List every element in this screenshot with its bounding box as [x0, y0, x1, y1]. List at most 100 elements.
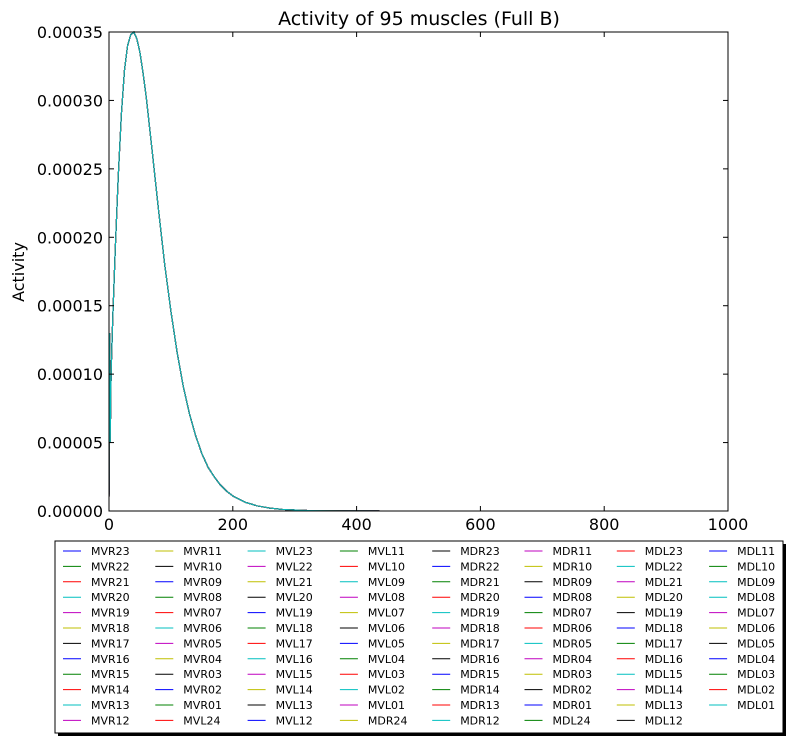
series-line-mdr10: [108, 31, 728, 512]
series-line-mvr09: [108, 31, 728, 512]
legend-label: MDL23: [645, 545, 683, 558]
legend-label: MVL20: [276, 591, 313, 604]
series-line-mdr20: [108, 31, 728, 512]
series-line-mdl03: [108, 31, 728, 512]
series-line-mvl06: [108, 31, 728, 512]
legend-label: MDR09: [553, 576, 593, 589]
legend-label: MDL03: [737, 668, 775, 681]
x-tick-label: 1000: [708, 515, 749, 534]
x-tick-label: 0: [104, 515, 114, 534]
legend-label: MDL02: [737, 684, 775, 697]
legend-label: MDR05: [553, 637, 593, 650]
series-line-mvl20: [108, 31, 728, 512]
legend-label: MDL19: [645, 607, 683, 620]
series-line-mvr13: [108, 31, 728, 512]
series-line-mdl15: [108, 31, 728, 512]
legend-label: MVL04: [368, 653, 405, 666]
series-line-mvl10: [108, 31, 728, 512]
series-line-mvl24: [108, 31, 728, 512]
legend-label: MDL07: [737, 607, 775, 620]
legend-label: MDL20: [645, 591, 683, 604]
legend-label: MVL21: [276, 576, 313, 589]
series-line-mvl23: [108, 31, 728, 512]
legend-label: MDL13: [645, 699, 683, 712]
series-line-mvr02: [108, 31, 728, 512]
series-line-mdl06: [108, 31, 728, 512]
legend-label: MVR15: [91, 668, 130, 681]
y-axis-label: Activity: [9, 242, 28, 302]
legend-label: MVR20: [91, 591, 130, 604]
series-line-mdl10: [108, 31, 728, 512]
legend-label: MVR18: [91, 622, 130, 635]
series-line-mvr19: [108, 31, 728, 512]
series-line-mdr05: [108, 31, 728, 512]
legend-label: MVR19: [91, 607, 130, 620]
series-line-mvr10: [108, 31, 728, 512]
legend-label: MVL19: [276, 607, 313, 620]
legend-label: MDR19: [460, 607, 500, 620]
series-line-mdl08: [108, 31, 728, 512]
series-line-mdr09: [108, 31, 728, 512]
legend-label: MVL11: [368, 545, 405, 558]
legend-label: MVR02: [183, 684, 222, 697]
legend-label: MDR21: [460, 576, 500, 589]
legend-label: MVL10: [368, 560, 405, 573]
series-line-mdl24: [108, 31, 728, 512]
legend-label: MVR10: [183, 560, 222, 573]
legend-label: MDR08: [553, 591, 593, 604]
series-line-mdr12: [108, 31, 728, 512]
series-line-mvl19: [108, 31, 728, 512]
legend-label: MVR01: [183, 699, 222, 712]
legend-label: MDR20: [460, 591, 500, 604]
series-line-mvl03: [108, 31, 728, 512]
legend-label: MDR02: [553, 684, 593, 697]
legend-label: MDL08: [737, 591, 775, 604]
series-line-mdr02: [108, 31, 728, 512]
legend-label: MDL09: [737, 576, 775, 589]
series-line-mdl11: [108, 31, 728, 512]
legend-label: MVL13: [276, 699, 313, 712]
legend-label: MVR21: [91, 576, 130, 589]
legend-label: MVR12: [91, 714, 130, 727]
series-line-mvl11: [108, 31, 728, 512]
legend-label: MVL06: [368, 622, 405, 635]
series-line-mdl04: [108, 31, 728, 512]
series-line-mvl08: [108, 31, 728, 512]
series-line-mdl02: [108, 31, 728, 512]
series-line-mdr13: [108, 31, 728, 512]
legend-label: MDR12: [460, 714, 500, 727]
legend-label: MDR07: [553, 607, 593, 620]
legend-label: MVL08: [368, 591, 405, 604]
legend-label: MVR14: [91, 684, 130, 697]
y-tick-label: 0.00005: [37, 434, 103, 453]
legend-label: MDR24: [368, 714, 408, 727]
series-line-mvr03: [108, 31, 728, 512]
legend-label: MVL07: [368, 607, 405, 620]
plot-area: 0 200 400 600 800 1000 0.00000 0.00005 0.00010 0.…: [37, 23, 749, 534]
y-tick-label: 0.00015: [37, 297, 103, 316]
series-line-mvl22: [108, 31, 728, 512]
legend-label: MDL16: [645, 653, 683, 666]
legend-label: MVL16: [276, 653, 313, 666]
legend-label: MVR23: [91, 545, 130, 558]
series-line-mdr07: [108, 31, 728, 512]
series-line-mdl18: [108, 31, 728, 512]
x-tick-label: 800: [589, 515, 620, 534]
legend-label: MDL04: [737, 653, 775, 666]
series-line-mvl18: [108, 31, 728, 512]
series-line-mvl05: [108, 31, 728, 512]
series-line-mvl07: [108, 31, 728, 512]
series-line-mvr06: [108, 31, 728, 512]
series-line-mdr21: [108, 31, 728, 512]
legend-label: MVL14: [276, 684, 313, 697]
y-tick-label: 0.00010: [37, 365, 103, 384]
legend-label: MVL18: [276, 622, 313, 635]
series-line-mvr18: [108, 31, 728, 512]
series-line-mvr04: [108, 31, 728, 512]
series-line-mvl09: [108, 31, 728, 512]
series-line-mdr14: [108, 31, 728, 512]
series-line-mvr14: [108, 31, 728, 512]
series-line-mvr05: [108, 31, 728, 512]
series-line-mdl16: [108, 31, 728, 512]
